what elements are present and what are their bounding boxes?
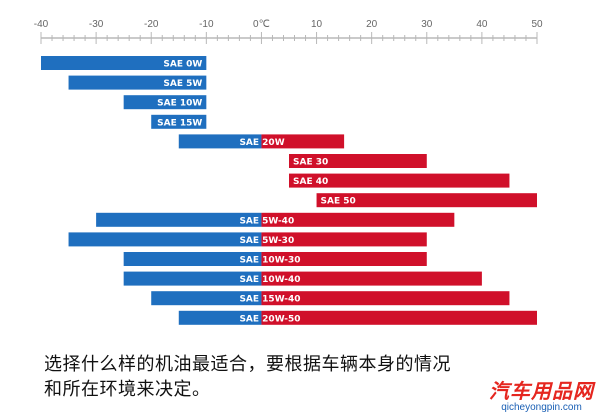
tick-label: 20: [366, 19, 378, 30]
bar-hot-segment: [261, 310, 537, 325]
caption: 选择什么样的机油最适合，要根据车辆本身的情况 和所在环境来决定。: [44, 352, 564, 402]
bar-hot-segment: [261, 232, 427, 247]
tick-label: -10: [199, 19, 214, 30]
bar-label: SAE 20W-50: [239, 314, 300, 324]
watermark-url: qicheyongpin.com: [501, 402, 582, 413]
viscosity-bar: SAE 15W-40: [151, 291, 510, 306]
bar-cold-segment: [41, 56, 207, 70]
bar-hot-segment: [289, 173, 510, 188]
bar-hot-segment: [261, 134, 345, 149]
tick-label: -40: [34, 19, 49, 30]
viscosity-bars: SAE 0W SAE 5W SAE 10W SAE 15W SAE 20W SAE 30 S…: [41, 56, 537, 325]
bar-cold-segment: [96, 212, 262, 227]
tick-label: 10: [311, 19, 323, 30]
bar-cold-segment: [178, 134, 262, 149]
bar-cold-segment: [68, 232, 262, 247]
tick-label: 40: [476, 19, 488, 30]
tick-label: -30: [89, 19, 104, 30]
bar-cold-segment: [68, 75, 207, 90]
bar-label: SAE 15W: [157, 118, 202, 128]
tick-label: 30: [421, 19, 433, 30]
tick-label: 0℃: [253, 19, 270, 30]
bar-hot-segment: [261, 271, 482, 286]
temperature-axis: -40 -30 -20 -10 0℃ 10 20 30 40 50: [34, 19, 543, 44]
viscosity-bar: SAE 5W: [68, 75, 207, 90]
bar-hot-segment: [261, 291, 510, 306]
tick-label: 50: [531, 19, 543, 30]
watermark-logo: 汽车用品网: [489, 379, 594, 403]
bar-label: SAE 10W-30: [239, 256, 300, 266]
viscosity-bar: SAE 15W: [151, 114, 207, 129]
watermark: 汽车用品网 qicheyongpin.com: [489, 380, 594, 414]
bar-cold-segment: [123, 95, 207, 110]
bar-cold-segment: [151, 291, 262, 306]
bar-label: SAE 0W: [163, 60, 202, 70]
bar-cold-segment: [178, 310, 262, 325]
bar-label: SAE 5W-30: [239, 236, 294, 246]
bar-hot-segment: [261, 212, 455, 227]
bar-label: SAE 5W: [163, 79, 202, 89]
bar-label: SAE 20W: [239, 138, 284, 148]
viscosity-bar: SAE 0W: [41, 56, 207, 70]
bar-label: SAE 5W-40: [239, 216, 294, 226]
viscosity-bar: SAE 10W-30: [123, 252, 427, 266]
bar-label: SAE 15W-40: [239, 295, 300, 305]
bar-cold-segment: [123, 252, 262, 266]
viscosity-bar: SAE 5W-30: [68, 232, 427, 247]
tick-label: -20: [144, 19, 159, 30]
bar-label: SAE 50: [321, 197, 356, 207]
bar-hot-segment: [261, 252, 427, 266]
bar-label: SAE 10W-40: [239, 275, 300, 285]
caption-line-2: 和所在环境来决定。: [44, 379, 211, 400]
viscosity-bar: SAE 50: [316, 193, 537, 208]
viscosity-bar: SAE 20W-50: [178, 310, 537, 325]
viscosity-bar: SAE 5W-40: [96, 212, 455, 227]
bar-cold-segment: [151, 114, 207, 129]
viscosity-bar: SAE 40: [289, 173, 510, 188]
caption-line-1: 选择什么样的机油最适合，要根据车辆本身的情况: [44, 354, 451, 375]
viscosity-bar: SAE 10W-40: [123, 271, 482, 286]
bar-hot-segment: [316, 193, 537, 208]
bar-label: SAE 10W: [157, 99, 202, 109]
bar-label: SAE 30: [293, 158, 328, 168]
bar-label: SAE 40: [293, 177, 328, 187]
viscosity-bar: SAE 30: [289, 154, 427, 168]
viscosity-bar: SAE 20W: [178, 134, 345, 149]
bar-hot-segment: [289, 154, 427, 168]
bar-cold-segment: [123, 271, 262, 286]
viscosity-bar: SAE 10W: [123, 95, 207, 110]
